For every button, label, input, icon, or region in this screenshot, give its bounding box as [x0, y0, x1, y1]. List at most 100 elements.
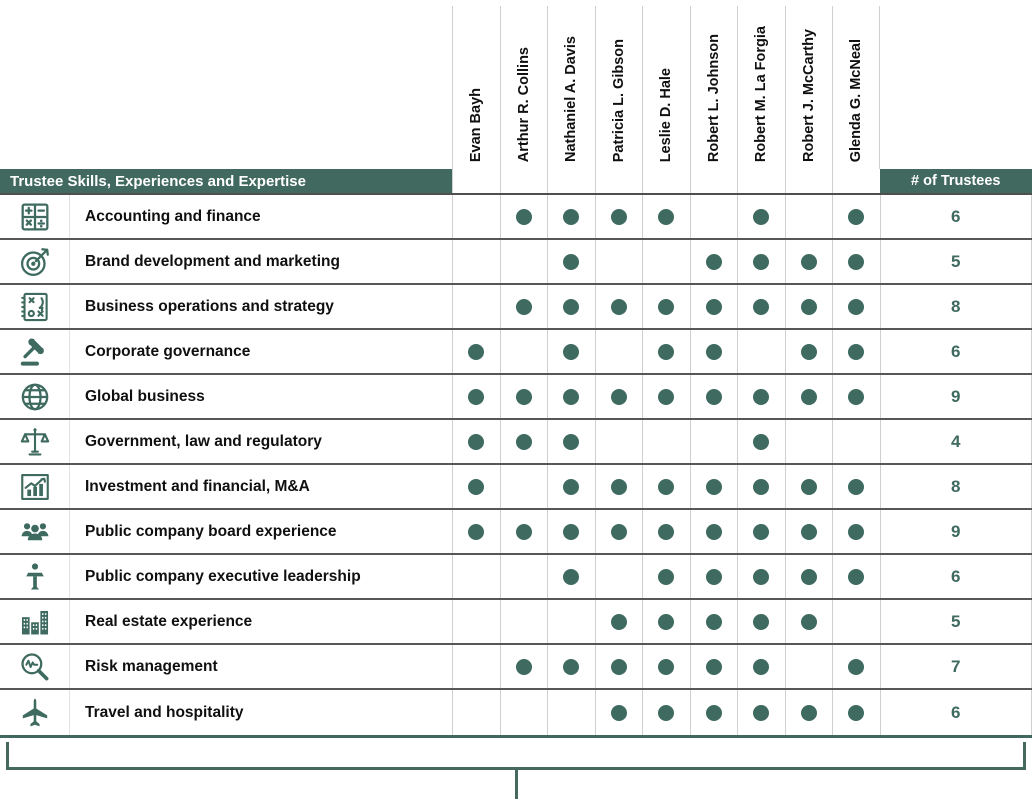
bracket-stem	[514, 770, 518, 799]
skill-dot	[563, 298, 580, 315]
matrix-cell	[784, 195, 833, 238]
trustee-names-header-row: Evan Bayh Arthur R. Collins Nathaniel A. D…	[0, 0, 1032, 169]
matrix-cell	[452, 645, 500, 688]
matrix-cell	[594, 420, 643, 463]
matrix-cell	[642, 375, 690, 418]
count-header-label: # of Trustees	[911, 173, 1001, 189]
skill-dot	[705, 388, 722, 405]
skill-dot	[658, 658, 675, 675]
matrix-cell	[642, 420, 690, 463]
trustee-count: 6	[951, 566, 961, 586]
skill-dot	[848, 658, 865, 675]
header-bar-spacer-cell	[689, 169, 738, 193]
matrix-cell	[547, 510, 595, 553]
skill-label-cell: Business operations and strategy	[0, 285, 452, 328]
skill-dot	[705, 523, 722, 540]
skill-dot	[848, 523, 865, 540]
skill-row: Government, law and regulatory 4	[0, 420, 1032, 465]
skill-dot	[753, 433, 770, 450]
skill-row: Business operations and strategy 8	[0, 285, 1032, 330]
skill-dot	[848, 208, 865, 225]
matrix-cell	[499, 375, 548, 418]
skill-dot	[753, 658, 770, 675]
matrix-cell	[737, 600, 785, 643]
matrix-cell	[452, 555, 500, 598]
skill-dot	[563, 253, 580, 270]
trustee-column-header: Patricia L. Gibson	[594, 6, 643, 169]
trustee-count-cell: 5	[879, 240, 1032, 283]
skill-dot	[800, 568, 817, 585]
skill-row: Travel and hospitality 6	[0, 690, 1032, 735]
skill-label: Investment and financial, M&A	[85, 477, 310, 495]
skill-dot	[848, 343, 865, 360]
trustee-count-cell: 5	[879, 600, 1032, 643]
matrix-cell	[832, 195, 880, 238]
matrix-cell	[547, 555, 595, 598]
matrix-cell	[642, 330, 690, 373]
trustee-count-cell: 8	[879, 465, 1032, 508]
matrix-cell	[784, 285, 833, 328]
skill-dot	[800, 478, 817, 495]
skill-dot	[753, 388, 770, 405]
header-bar-spacer-cell	[642, 169, 690, 193]
skill-row: Investment and financial, M&A 8	[0, 465, 1032, 510]
skill-dot	[563, 433, 580, 450]
trustee-count-cell: 8	[879, 285, 1032, 328]
skill-dot	[610, 298, 627, 315]
matrix-cell	[737, 240, 785, 283]
matrix-cell	[547, 195, 595, 238]
matrix-cell	[499, 240, 548, 283]
skill-dot	[848, 478, 865, 495]
names-header-spacer	[0, 0, 452, 169]
skill-dot	[610, 658, 627, 675]
trustee-count: 6	[951, 702, 961, 722]
skill-label-cell: Accounting and finance	[0, 195, 452, 238]
trustee-column-header: Robert J. McCarthy	[784, 6, 833, 169]
matrix-cell	[832, 690, 880, 735]
matrix-cell	[832, 645, 880, 688]
trustee-count: 5	[951, 611, 961, 631]
matrix-cell	[832, 600, 880, 643]
skill-label: Travel and hospitality	[85, 703, 244, 721]
matrix-cell	[594, 645, 643, 688]
skill-label: Global business	[85, 387, 205, 405]
skill-label-cell: Government, law and regulatory	[0, 420, 452, 463]
skills-header-label: Trustee Skills, Experiences and Expertis…	[10, 172, 306, 190]
skill-label-cell: Brand development and marketing	[0, 240, 452, 283]
skill-dot	[658, 613, 675, 630]
header-bar-spacer-cell	[499, 169, 548, 193]
skill-dot	[658, 704, 675, 721]
matrix-cell	[737, 285, 785, 328]
header-bar-spacer-cell	[784, 169, 833, 193]
skill-dot	[658, 343, 675, 360]
matrix-cell	[737, 555, 785, 598]
matrix-cell	[737, 690, 785, 735]
skill-dot	[563, 208, 580, 225]
matrix-cell	[547, 690, 595, 735]
matrix-cell	[594, 555, 643, 598]
skill-dot	[563, 523, 580, 540]
trustee-name: Robert L. Johnson	[705, 33, 722, 162]
matrix-cell	[452, 195, 500, 238]
trustee-count: 6	[951, 206, 961, 226]
magnifier-icon	[0, 645, 70, 688]
matrix-cell	[784, 465, 833, 508]
bar-chart-icon	[0, 465, 70, 508]
trustee-name: Glenda G. McNeal	[847, 38, 864, 162]
matrix-cell	[737, 465, 785, 508]
matrix-cell	[642, 465, 690, 508]
skill-dot	[515, 388, 532, 405]
matrix-cell	[832, 465, 880, 508]
trustee-count: 8	[951, 476, 961, 496]
matrix-cell	[499, 465, 548, 508]
trustee-column-header: Leslie D. Hale	[642, 6, 690, 169]
skill-label: Corporate governance	[85, 342, 251, 360]
skill-dot	[515, 208, 532, 225]
skill-dot	[705, 658, 722, 675]
skill-row: Brand development and marketing 5	[0, 240, 1032, 285]
people-icon	[0, 510, 70, 553]
skill-label-cell: Corporate governance	[0, 330, 452, 373]
skill-dot	[610, 523, 627, 540]
skill-label-cell: Risk management	[0, 645, 452, 688]
skill-label: Real estate experience	[85, 612, 253, 630]
